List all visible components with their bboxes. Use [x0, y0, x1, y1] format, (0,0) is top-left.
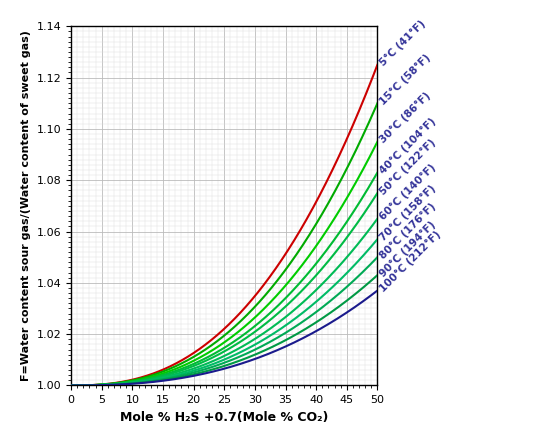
Text: 60°C (140°F): 60°C (140°F) — [378, 162, 438, 222]
Y-axis label: F=Water content sour gas/(Water content of sweet gas): F=Water content sour gas/(Water content … — [21, 30, 31, 381]
Text: 50°C (122°F): 50°C (122°F) — [378, 137, 438, 197]
Text: 80°C (176°F): 80°C (176°F) — [378, 201, 438, 261]
Text: 30°C (86°F): 30°C (86°F) — [378, 91, 433, 145]
Text: 40°C (104°F): 40°C (104°F) — [378, 116, 438, 176]
Text: 90°C (194°F): 90°C (194°F) — [378, 219, 438, 279]
Text: 100°C (212°F): 100°C (212°F) — [378, 229, 443, 294]
X-axis label: Mole % H₂S +0.7(Mole % CO₂): Mole % H₂S +0.7(Mole % CO₂) — [120, 411, 328, 424]
Text: 70°C (158°F): 70°C (158°F) — [378, 183, 438, 243]
Text: 15°C (58°F): 15°C (58°F) — [378, 52, 433, 107]
Text: 5°C (41°F): 5°C (41°F) — [378, 19, 428, 68]
